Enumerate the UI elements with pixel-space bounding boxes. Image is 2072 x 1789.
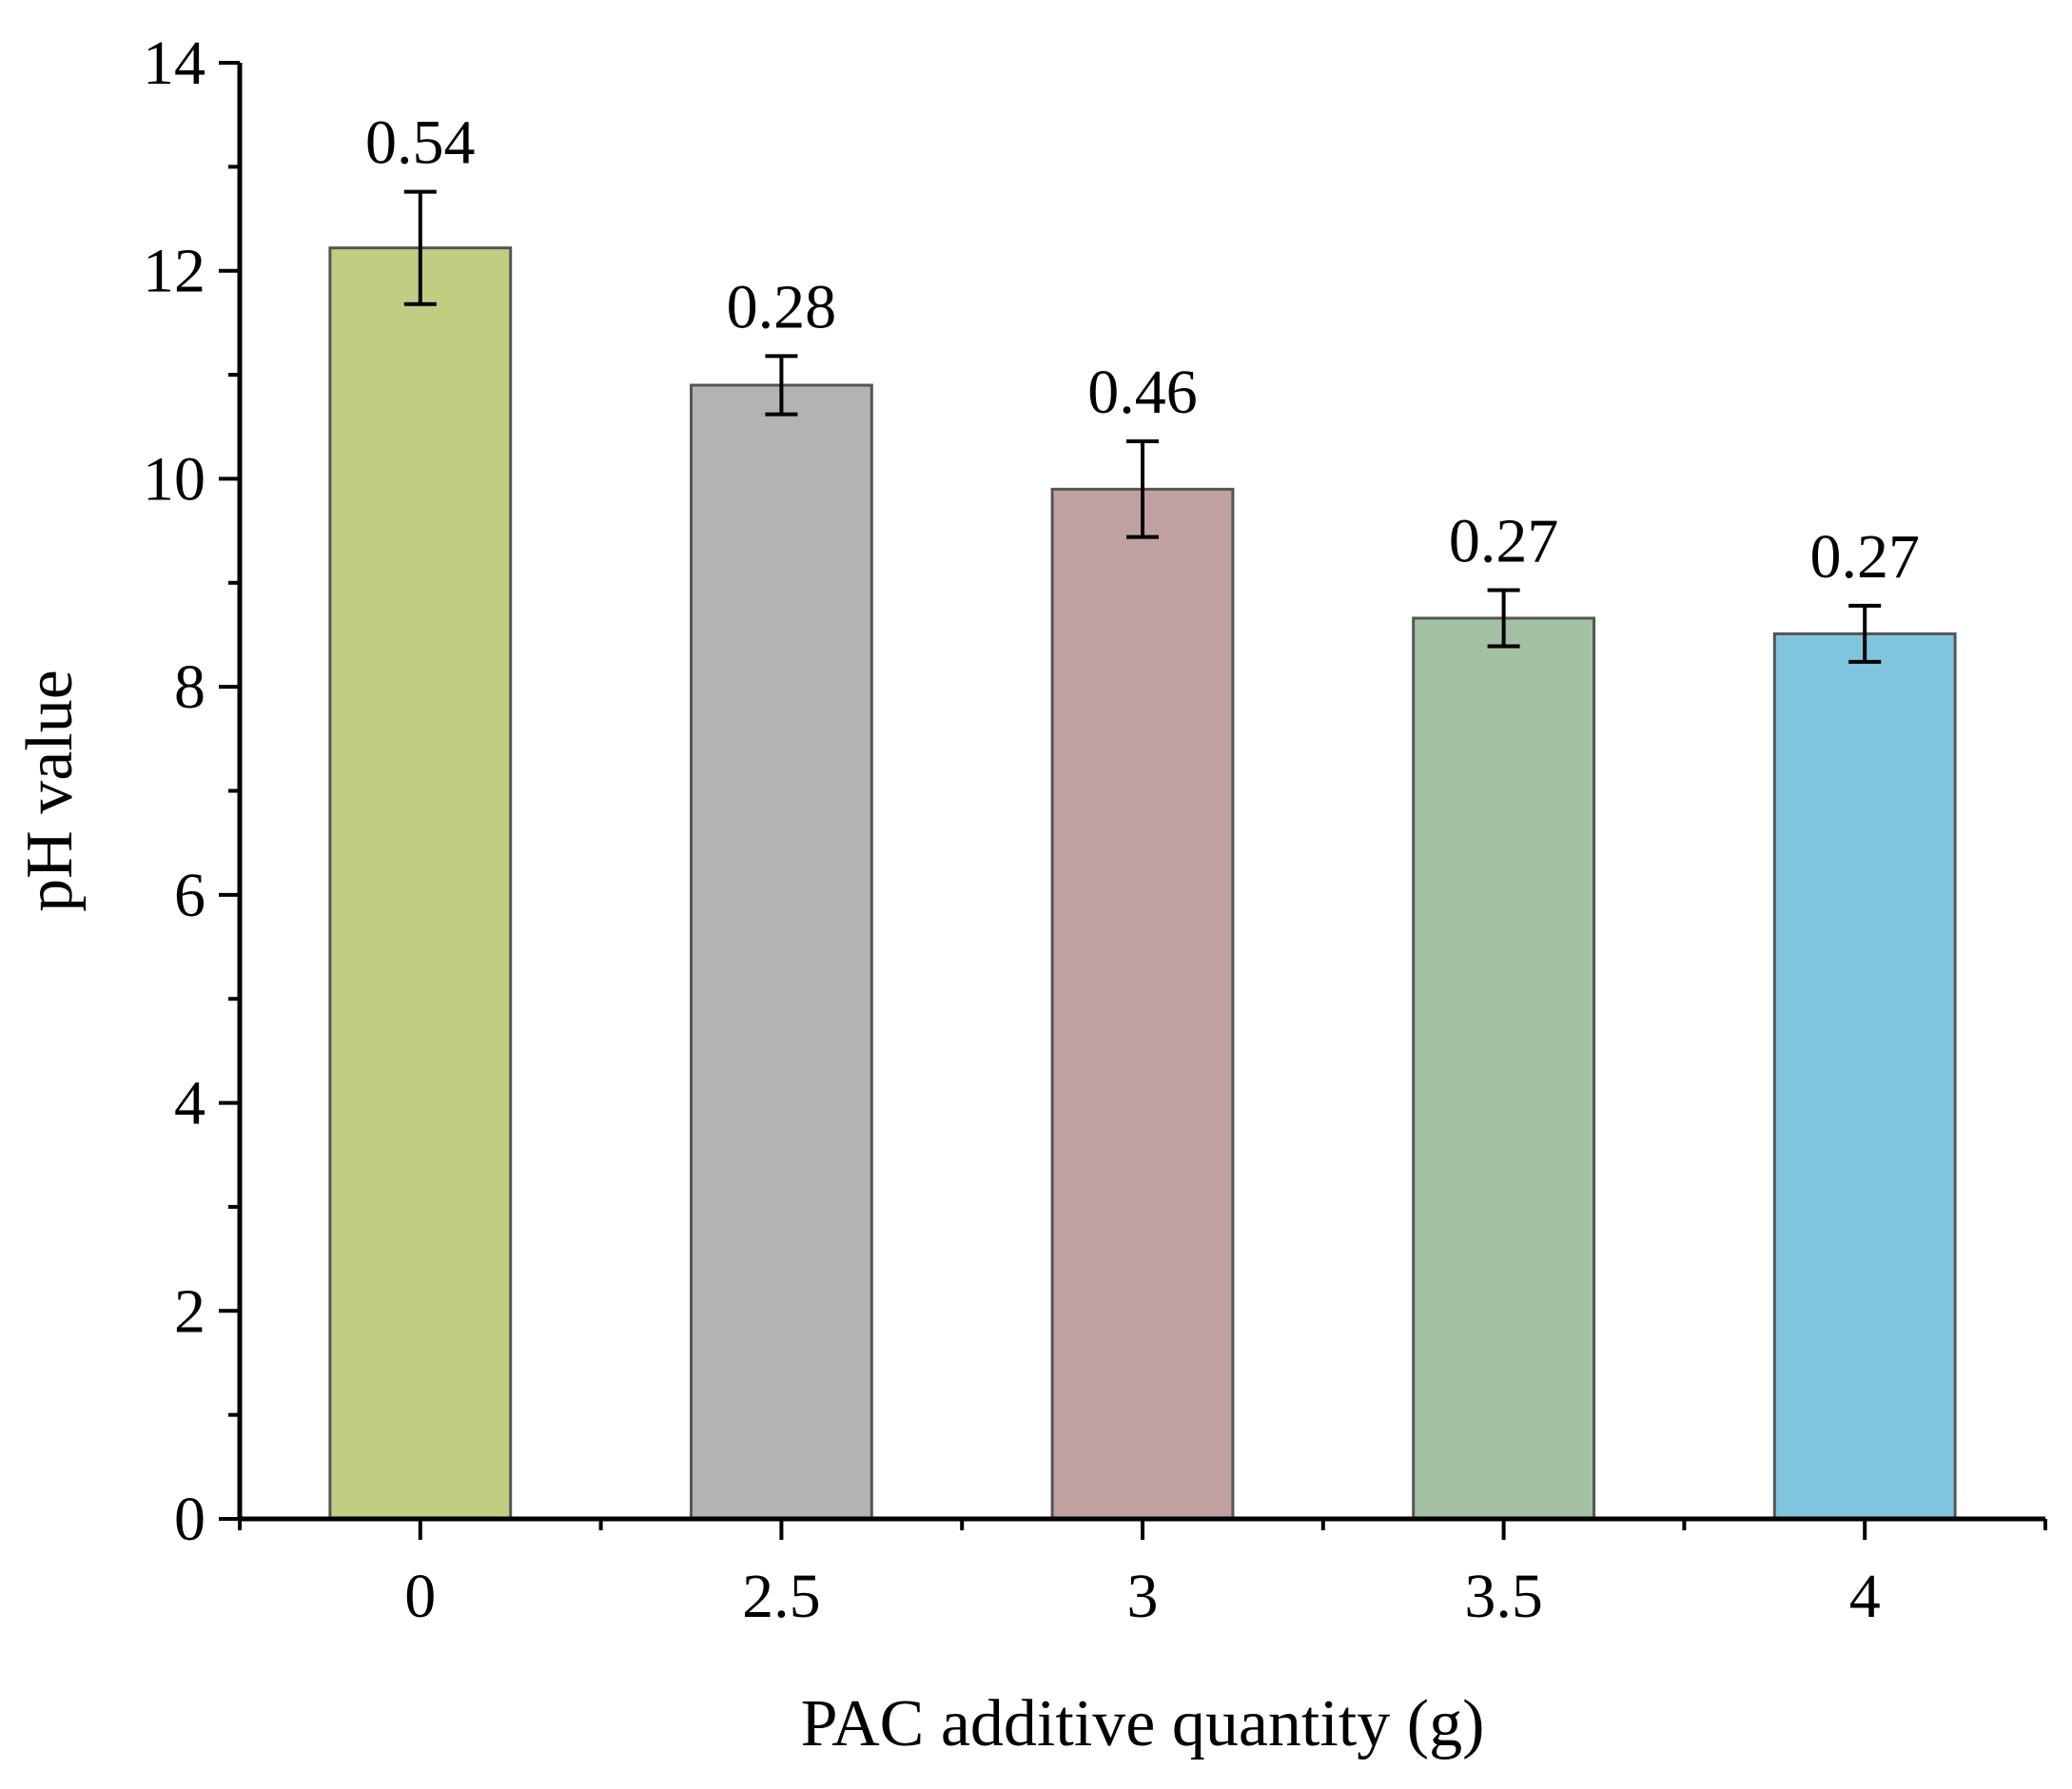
data-label: 0.28	[727, 272, 837, 341]
y-tick-label: 6	[174, 861, 205, 930]
data-label: 0.27	[1809, 522, 1920, 592]
error-bars	[403, 189, 1882, 664]
x-tick-label: 2.5	[742, 1562, 821, 1631]
y-tick-label: 4	[174, 1069, 205, 1138]
y-tick-label: 0	[174, 1485, 205, 1554]
y-tick-label: 14	[143, 29, 205, 98]
error-bar	[1848, 603, 1882, 664]
x-tick-label: 3	[1127, 1562, 1159, 1631]
bar	[1772, 632, 1957, 1521]
data-label: 0.54	[365, 108, 476, 178]
data-label: 0.27	[1449, 506, 1559, 575]
error-bar	[1126, 439, 1159, 539]
error-bar	[765, 354, 798, 417]
y-tick-label: 8	[174, 652, 205, 722]
y-axis-title: pH value	[13, 670, 87, 912]
error-bar	[1487, 588, 1520, 649]
y-major-ticks: 0 2 4 6 8 10 12 14	[143, 29, 240, 1554]
bars	[328, 246, 1957, 1521]
error-bar	[403, 189, 437, 306]
y-tick-label: 2	[174, 1276, 205, 1346]
bar	[1412, 616, 1595, 1521]
data-labels: 0.54 0.28 0.46 0.27 0.27	[365, 108, 1920, 592]
bar	[690, 383, 873, 1521]
y-minor-ticks	[228, 165, 240, 1417]
x-tick-label: 4	[1849, 1562, 1881, 1631]
data-label: 0.46	[1087, 358, 1198, 427]
x-tick-label: 3.5	[1464, 1562, 1543, 1631]
bar	[1050, 487, 1235, 1521]
bar	[328, 246, 513, 1521]
y-tick-label: 10	[143, 444, 205, 514]
y-tick-label: 12	[143, 237, 205, 306]
x-ticks: 0 2.5 3 3.5 4	[238, 1519, 2047, 1631]
x-tick-label: 0	[404, 1562, 436, 1631]
x-axis-title: PAC additive quantity (g)	[801, 1687, 1485, 1760]
